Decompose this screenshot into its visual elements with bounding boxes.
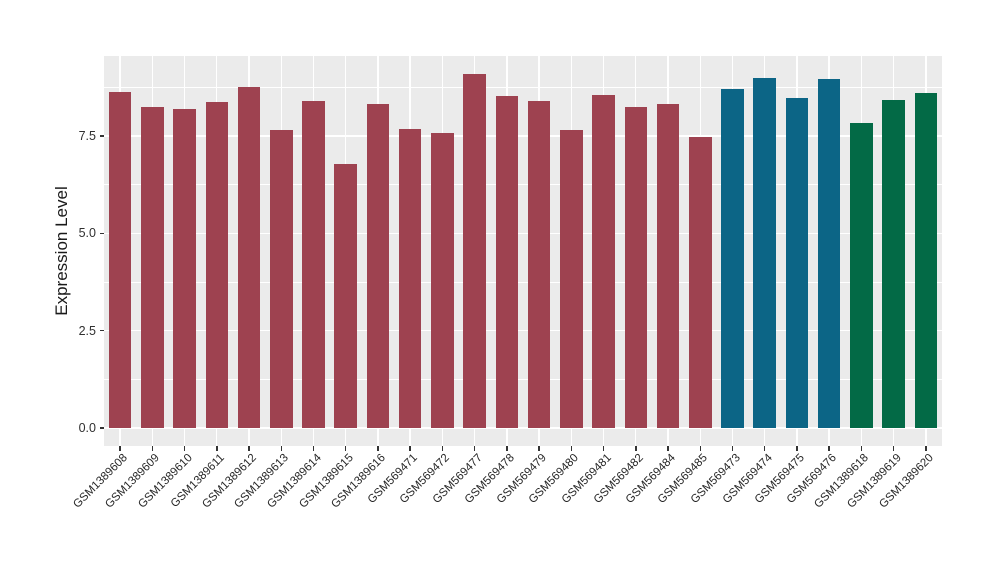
y-gridline-major bbox=[104, 427, 942, 429]
x-tick bbox=[667, 446, 669, 451]
x-tick bbox=[538, 446, 540, 451]
bar-GSM569474 bbox=[753, 78, 776, 429]
bar-GSM569479 bbox=[527, 100, 551, 429]
y-gridline-major bbox=[104, 135, 942, 137]
x-tick bbox=[216, 446, 218, 451]
x-tick bbox=[151, 446, 154, 451]
bar-GSM1389614 bbox=[302, 100, 325, 429]
y-tick bbox=[99, 329, 104, 332]
y-tick bbox=[99, 232, 104, 235]
x-tick bbox=[280, 446, 283, 451]
x-tick bbox=[409, 446, 411, 451]
chart-panel bbox=[104, 56, 942, 446]
bar-GSM569485 bbox=[689, 137, 712, 429]
x-tick bbox=[344, 446, 347, 451]
bar-GSM569472 bbox=[431, 132, 454, 429]
bar-GSM569478 bbox=[495, 95, 519, 429]
bar-GSM1389616 bbox=[366, 103, 390, 429]
y-tick bbox=[99, 427, 104, 429]
x-tick bbox=[473, 446, 476, 451]
x-tick bbox=[441, 446, 444, 451]
bar-GSM569482 bbox=[624, 107, 648, 429]
y-gridline-minor bbox=[104, 378, 942, 380]
x-tick bbox=[763, 446, 766, 451]
x-tick bbox=[828, 446, 830, 451]
x-tick bbox=[860, 446, 863, 451]
bar-GSM569476 bbox=[817, 78, 841, 429]
x-tick bbox=[925, 446, 927, 451]
y-gridline-minor bbox=[104, 281, 942, 283]
x-tick bbox=[892, 446, 895, 451]
x-tick bbox=[699, 446, 702, 451]
bar-GSM1389608 bbox=[108, 92, 132, 429]
y-gridline-major bbox=[104, 232, 942, 234]
x-tick bbox=[635, 446, 637, 451]
y-tick bbox=[99, 135, 104, 137]
x-tick bbox=[731, 446, 734, 451]
bar-GSM1389609 bbox=[141, 107, 164, 429]
y-tick-label: 2.5 bbox=[78, 323, 96, 338]
bar-GSM1389620 bbox=[914, 93, 938, 429]
bar-GSM1389613 bbox=[270, 130, 293, 429]
bar-GSM569484 bbox=[656, 103, 680, 429]
y-gridline-minor bbox=[104, 184, 942, 185]
y-tick-label: 0.0 bbox=[78, 421, 96, 436]
x-tick bbox=[377, 446, 379, 451]
y-gridline-minor bbox=[104, 86, 942, 88]
bar-GSM1389611 bbox=[205, 102, 229, 429]
bar-GSM1389619 bbox=[882, 99, 905, 429]
y-gridline-major bbox=[104, 329, 942, 332]
x-tick bbox=[602, 446, 605, 451]
bar-GSM569480 bbox=[560, 130, 583, 429]
x-tick bbox=[119, 446, 121, 451]
bar-GSM569477 bbox=[463, 74, 486, 429]
y-tick-label: 7.5 bbox=[78, 128, 96, 143]
x-tick bbox=[506, 446, 508, 451]
x-tick bbox=[183, 446, 186, 451]
bar-GSM1389618 bbox=[850, 123, 873, 429]
x-tick bbox=[796, 446, 798, 451]
x-tick bbox=[312, 446, 315, 451]
x-tick bbox=[248, 446, 250, 451]
y-tick-label: 5.0 bbox=[78, 226, 96, 241]
bar-GSM569473 bbox=[721, 89, 744, 429]
bar-GSM1389615 bbox=[334, 163, 357, 429]
x-tick bbox=[570, 446, 573, 451]
bar-GSM1389612 bbox=[237, 86, 261, 429]
bar-GSM569481 bbox=[592, 95, 615, 429]
y-axis-title: Expression Level bbox=[52, 186, 71, 316]
bar-GSM1389610 bbox=[173, 108, 196, 429]
bar-GSM569475 bbox=[785, 97, 809, 429]
bar-GSM569471 bbox=[398, 129, 422, 429]
